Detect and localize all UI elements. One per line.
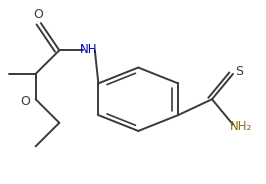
Text: NH₂: NH₂ bbox=[230, 120, 252, 133]
Text: NH: NH bbox=[80, 43, 98, 56]
Text: S: S bbox=[236, 65, 244, 78]
Text: O: O bbox=[20, 95, 30, 108]
Text: O: O bbox=[33, 8, 43, 22]
